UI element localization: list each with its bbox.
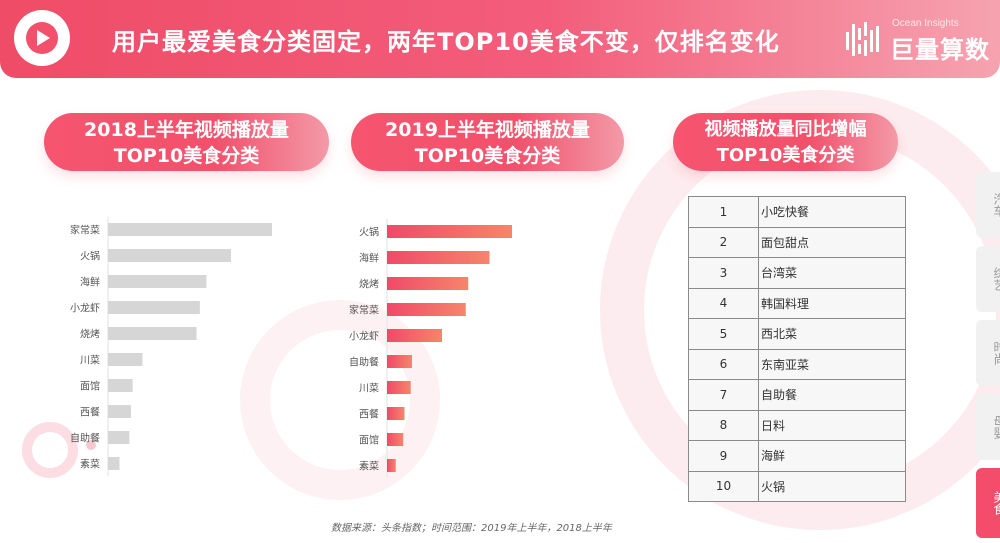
growth-ranking-table: 1 小吃快餐 2 面包甜点 3 台湾菜 4 韩国料理 5 西北菜 6 东南亚菜 7 自助餐 8 日料 9 海鲜 10…: [688, 196, 906, 502]
category-label: 素菜: [359, 460, 379, 473]
category-label: 面馆: [359, 434, 379, 447]
rank-cell: 4: [688, 287, 759, 319]
rank-cell: 7: [688, 379, 759, 411]
app-logo: [14, 10, 70, 66]
category-label: 海鲜: [80, 276, 100, 289]
chart-title-line: TOP10美食分类: [113, 145, 260, 167]
side-tab-food[interactable]: 美食: [976, 468, 1000, 538]
bar: [387, 329, 442, 342]
table-row: 6 东南亚菜: [688, 348, 906, 380]
bar: [387, 251, 490, 264]
bar: [387, 381, 411, 394]
category-label: 自助餐: [349, 356, 379, 369]
category-cell: 小吃快餐: [758, 196, 906, 228]
category-cell: 西北菜: [758, 318, 906, 350]
table-row: 7 自助餐: [688, 379, 906, 411]
bar: [108, 249, 231, 262]
page-title: 用户最爱美食分类固定，两年TOP10美食不变，仅排名变化: [112, 28, 780, 56]
side-tab-variety[interactable]: 综艺: [976, 246, 1000, 312]
chart-title-line: 2019上半年视频播放量: [385, 119, 590, 141]
rank-cell: 3: [688, 257, 759, 289]
category-label: 面馆: [80, 380, 100, 393]
category-label: 西餐: [359, 408, 379, 421]
rank-cell: 6: [688, 348, 759, 380]
table-row: 3 台湾菜: [688, 257, 906, 289]
table-row: 4 韩国料理: [688, 287, 906, 319]
bar: [108, 457, 120, 470]
header-banner: 用户最爱美食分类固定，两年TOP10美食不变，仅排名变化 Ocean Insig…: [0, 0, 1000, 78]
rank-cell: 8: [688, 409, 759, 441]
brand-name-en: Ocean Insights: [892, 18, 959, 29]
category-cell: 海鲜: [758, 440, 906, 472]
bar: [108, 327, 197, 340]
table-title-line: 视频播放量同比增幅: [704, 119, 867, 140]
rank-cell: 2: [688, 226, 759, 258]
table-row: 9 海鲜: [688, 440, 906, 472]
table-row: 8 日料: [688, 409, 906, 441]
bar: [108, 301, 200, 314]
bar: [108, 379, 133, 392]
bar: [387, 225, 512, 238]
rank-cell: 10: [688, 470, 759, 502]
bar: [387, 277, 469, 290]
rank-cell: 1: [688, 196, 759, 228]
brand-logo: Ocean Insights 巨量算数: [844, 14, 994, 64]
bar: [108, 405, 131, 418]
bar: [108, 353, 143, 366]
bars-logo-icon: [846, 22, 879, 56]
bar: [108, 431, 130, 444]
side-tab-maternity[interactable]: 母婴: [976, 394, 1000, 460]
side-tab-fashion[interactable]: 时尚: [976, 320, 1000, 386]
play-logo-icon: [26, 22, 58, 54]
category-label: 烧烤: [359, 278, 379, 291]
category-label: 西餐: [80, 406, 100, 419]
category-label: 小龙虾: [349, 330, 379, 343]
rank-cell: 5: [688, 318, 759, 350]
category-cell: 韩国料理: [758, 287, 906, 319]
category-label: 川菜: [80, 355, 100, 367]
category-cell: 台湾菜: [758, 257, 906, 289]
category-label: 烧烤: [80, 328, 100, 341]
table-title-line: TOP10美食分类: [716, 145, 855, 166]
category-label: 家常菜: [70, 224, 100, 237]
bar: [387, 303, 466, 316]
category-label: 海鲜: [359, 252, 379, 265]
bar: [108, 275, 207, 288]
category-label: 小龙虾: [70, 302, 100, 315]
brand-name-cn: 巨量算数: [890, 36, 990, 64]
side-tab-auto[interactable]: 汽车: [976, 172, 1000, 238]
category-cell: 自助餐: [758, 379, 906, 411]
chart-title-2018: 2018上半年视频播放量 TOP10美食分类: [44, 113, 329, 171]
chart-title-line: TOP10美食分类: [414, 145, 561, 167]
category-label: 火锅: [80, 251, 100, 263]
category-cell: 面包甜点: [758, 226, 906, 258]
category-label: 家常菜: [349, 304, 379, 317]
chart-title-line: 2018上半年视频播放量: [84, 119, 289, 141]
category-label: 川菜: [359, 383, 379, 395]
bar: [387, 355, 412, 368]
category-cell: 东南亚菜: [758, 348, 906, 380]
category-label: 素菜: [80, 458, 100, 471]
category-cell: 火锅: [758, 470, 906, 502]
rank-cell: 9: [688, 440, 759, 472]
bar: [108, 223, 272, 236]
table-row: 2 面包甜点: [688, 226, 906, 258]
table-row: 10 火锅: [688, 470, 906, 502]
source-note: 数据来源：头条指数；时间范围：2019年上半年，2018上半年: [331, 523, 612, 534]
category-label: 火锅: [359, 227, 379, 239]
category-label: 自助餐: [70, 432, 100, 445]
bar: [387, 459, 396, 472]
bar: [387, 433, 404, 446]
bar: [387, 407, 405, 420]
table-title-growth: 视频播放量同比增幅 TOP10美食分类: [673, 113, 898, 171]
table-row: 1 小吃快餐: [688, 196, 906, 228]
category-cell: 日料: [758, 409, 906, 441]
chart-title-2019: 2019上半年视频播放量 TOP10美食分类: [351, 113, 624, 171]
table-row: 5 西北菜: [688, 318, 906, 350]
